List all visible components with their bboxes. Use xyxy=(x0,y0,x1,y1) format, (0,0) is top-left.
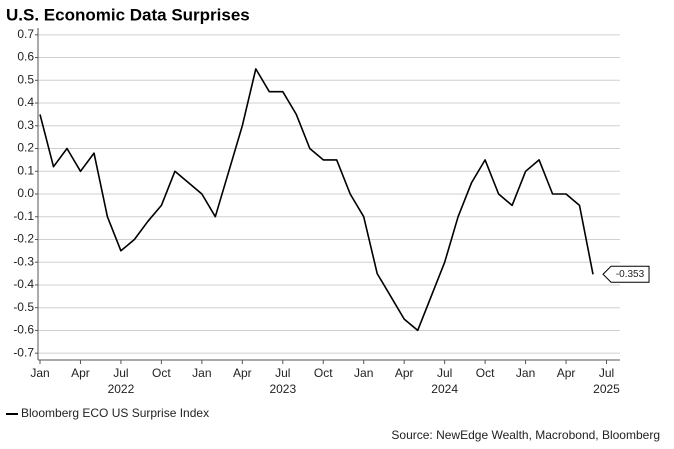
x-tick-label: Jan xyxy=(192,366,211,380)
x-year-label: 2023 xyxy=(269,382,296,396)
x-tick-label: Apr xyxy=(557,366,576,380)
x-tick-label: Oct xyxy=(476,366,495,380)
y-tick-label: 0.4 xyxy=(17,95,34,109)
x-tick-label: Apr xyxy=(395,366,414,380)
x-tick-label: Apr xyxy=(233,366,252,380)
y-tick-label: 0.1 xyxy=(17,163,34,177)
y-tick-label: 0.5 xyxy=(17,72,34,86)
x-year-label: 2024 xyxy=(431,382,458,396)
y-tick-label: -0.6 xyxy=(13,323,34,337)
y-tick-label: 0.7 xyxy=(17,27,34,41)
y-tick-label: -0.3 xyxy=(13,254,34,268)
y-tick-label: -0.2 xyxy=(13,232,34,246)
y-tick-label: -0.1 xyxy=(13,209,34,223)
y-tick-label: 0.2 xyxy=(17,141,34,155)
y-tick-label: -0.5 xyxy=(13,300,34,314)
x-tick-label: Jan xyxy=(516,366,535,380)
series-line xyxy=(39,68,594,332)
x-tick-label: Jul xyxy=(113,366,128,380)
x-year-label: 2022 xyxy=(108,382,135,396)
x-tick-label: Jul xyxy=(437,366,452,380)
x-tick-label: Jul xyxy=(275,366,290,380)
y-tick-label: 0.0 xyxy=(17,186,34,200)
y-tick-label: 0.6 xyxy=(17,50,34,64)
x-tick-label: Apr xyxy=(71,366,90,380)
y-tick-label: -0.4 xyxy=(13,277,34,291)
end-label-box xyxy=(602,265,650,283)
y-tick-label: -0.7 xyxy=(13,345,34,359)
x-tick-label: Jan xyxy=(354,366,373,380)
chart-title: U.S. Economic Data Surprises xyxy=(6,5,250,24)
x-tick-label: Jul xyxy=(599,366,614,380)
source: Source: NewEdge Wealth, Macrobond, Bloom… xyxy=(391,428,660,442)
x-tick-label: Oct xyxy=(314,366,333,380)
x-tick-label: Oct xyxy=(152,366,171,380)
end-label: -0.353 xyxy=(616,269,645,280)
x-tick-label: Jan xyxy=(30,366,49,380)
legend-label: Bloomberg ECO US Surprise Index xyxy=(21,406,209,420)
x-year-label: 2025 xyxy=(593,382,620,396)
y-tick-label: 0.3 xyxy=(17,118,34,132)
